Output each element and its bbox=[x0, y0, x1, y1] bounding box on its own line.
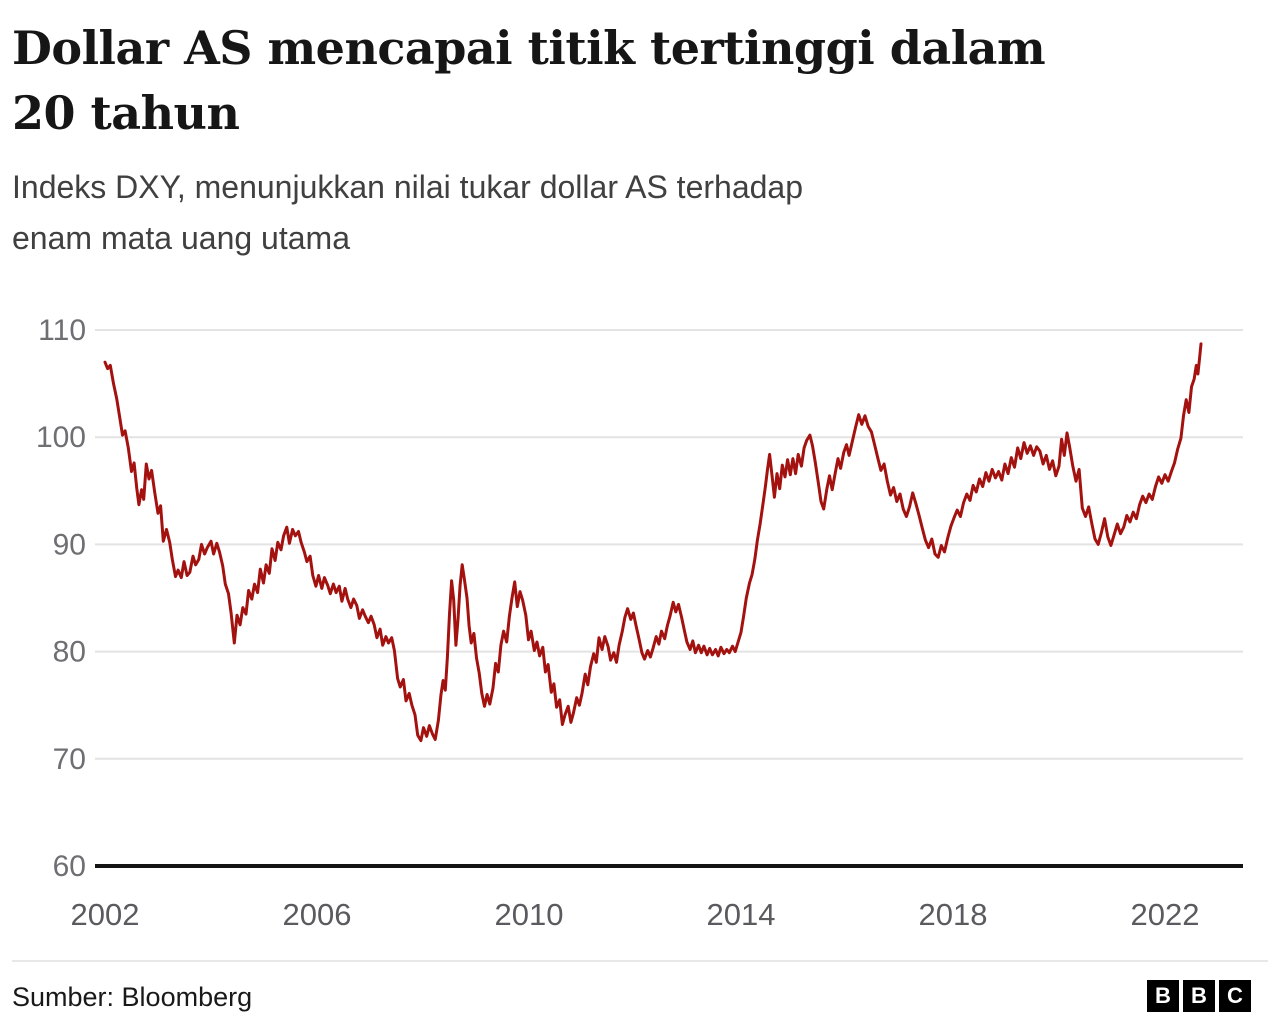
y-tick-label: 90 bbox=[53, 528, 86, 561]
x-tick-label: 2018 bbox=[919, 897, 988, 932]
x-tick-label: 2010 bbox=[495, 897, 564, 932]
y-tick-label: 80 bbox=[53, 636, 86, 669]
page-title-line2: 20 tahun bbox=[12, 86, 240, 141]
x-axis: 2002 2006 2010 2014 2018 2022 bbox=[71, 897, 1200, 932]
series-group bbox=[103, 342, 1203, 743]
gridlines-group bbox=[95, 329, 1243, 868]
x-tick-label: 2002 bbox=[71, 897, 140, 932]
y-axis: 60 70 80 90 100 110 bbox=[36, 314, 86, 883]
y-tick-label: 70 bbox=[53, 743, 86, 776]
y-tick-label: 60 bbox=[53, 850, 86, 883]
y-tick-label: 100 bbox=[36, 421, 86, 454]
bbc-logo-block-c: C bbox=[1219, 980, 1251, 1012]
x-tick-label: 2014 bbox=[707, 897, 776, 932]
x-tick-label: 2022 bbox=[1131, 897, 1200, 932]
page-title-line1: Dollar AS mencapai titik tertinggi dalam bbox=[12, 21, 1046, 75]
bbc-logo-block-b1: B bbox=[1147, 980, 1179, 1012]
dxy-series-path bbox=[103, 342, 1203, 743]
source-credit: Sumber: Bloomberg bbox=[12, 982, 253, 1012]
chart-subtitle: Indeks DXY, menunjukkan nilai tukar doll… bbox=[12, 162, 1192, 263]
chart-subtitle-line1: Indeks DXY, menunjukkan nilai tukar doll… bbox=[12, 169, 803, 205]
page-title: Dollar AS mencapai titik tertinggi dalam… bbox=[12, 16, 1172, 147]
bbc-logo: B B C bbox=[1147, 980, 1251, 1012]
chart-subtitle-line2: enam mata uang utama bbox=[12, 219, 350, 256]
x-tick-label: 2006 bbox=[283, 897, 352, 932]
bbc-logo-block-b2: B bbox=[1183, 980, 1215, 1012]
y-tick-label: 110 bbox=[38, 314, 86, 347]
footer-divider bbox=[12, 960, 1268, 962]
